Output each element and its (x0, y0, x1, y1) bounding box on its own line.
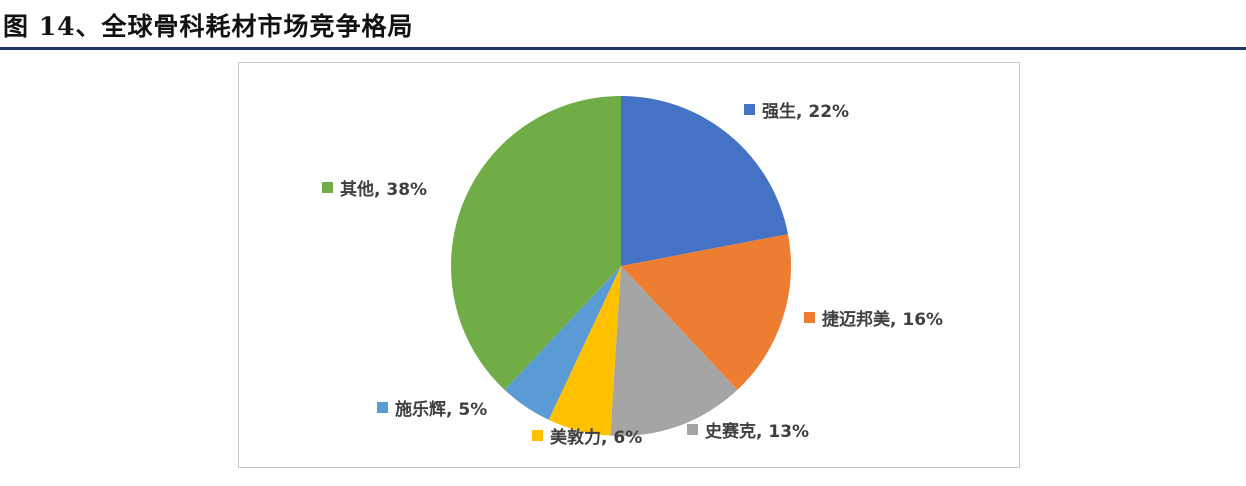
legend-swatch-jiemaibangmei (804, 312, 815, 323)
pie-label-qiangsheng: 强生, 22% (744, 97, 849, 122)
legend-swatch-qita (322, 182, 333, 193)
pie-label-jiemaibangmei: 捷迈邦美, 16% (804, 305, 943, 330)
legend-swatch-shilehui (377, 402, 388, 413)
pie-slice-美敦力 (548, 266, 621, 436)
pie-label-qita: 其他, 38% (322, 175, 427, 200)
pie-slice-捷迈邦美 (621, 234, 791, 390)
pie-chart (451, 96, 791, 436)
figure-title: 图 14、全球骨科耗材市场竞争格局 (3, 12, 414, 41)
pie-slice-施乐辉 (504, 266, 621, 420)
pie-label-shisaike: 史赛克, 13% (687, 417, 809, 442)
pie-slice-其他 (451, 96, 621, 390)
pie-label-text: 强生, 22% (762, 102, 850, 122)
pie-label-text: 史赛克, 13% (705, 422, 810, 442)
figure-header: 图 14、全球骨科耗材市场竞争格局 (0, 0, 1246, 50)
legend-swatch-shisaike (687, 424, 698, 435)
pie-label-meidunli: 美敦力, 6% (532, 423, 642, 448)
pie-chart-container: 强生, 22% 捷迈邦美, 16% 史赛克, 13% 美敦力, 6% 施乐辉, … (238, 62, 1020, 468)
pie-slice-史赛克 (610, 266, 738, 436)
pie-slice-强生 (621, 96, 788, 266)
pie-label-text: 美敦力, 6% (550, 428, 643, 448)
title-underline-rule (0, 47, 1246, 50)
pie-label-text: 其他, 38% (340, 180, 428, 200)
legend-swatch-meidunli (532, 430, 543, 441)
legend-swatch-qiangsheng (744, 104, 755, 115)
pie-label-text: 捷迈邦美, 16% (822, 310, 944, 330)
pie-label-text: 施乐辉, 5% (395, 400, 488, 420)
pie-label-shilehui: 施乐辉, 5% (377, 395, 487, 420)
